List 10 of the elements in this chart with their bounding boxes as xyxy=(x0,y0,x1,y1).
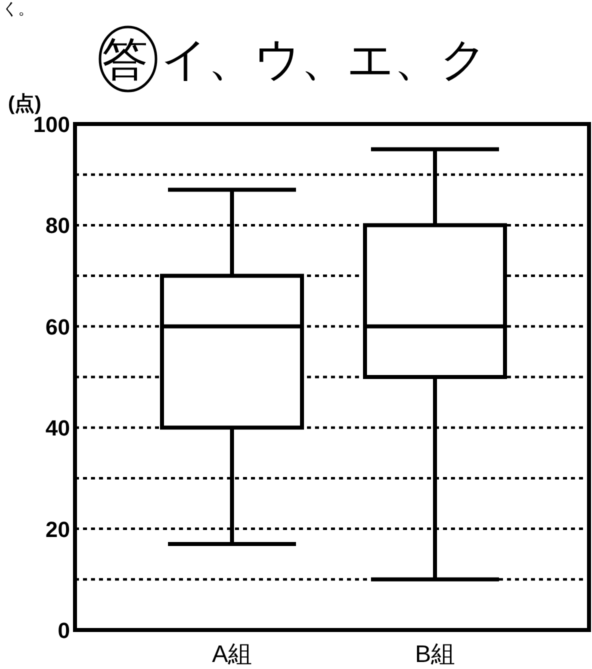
x-tick-label: A組 xyxy=(212,641,252,668)
y-tick-label: 60 xyxy=(46,314,70,340)
text: 答 イ、ウ、エ、ク xyxy=(102,33,487,85)
y-tick-label: 40 xyxy=(46,416,70,441)
y-tick-label: 80 xyxy=(46,213,70,238)
y-tick-label: 0 xyxy=(58,618,70,643)
text: く。 xyxy=(2,1,34,18)
x-tick-label: B組 xyxy=(414,641,456,668)
y-tick-label: 20 xyxy=(46,516,70,542)
y-axis-title: (点) xyxy=(8,93,42,115)
